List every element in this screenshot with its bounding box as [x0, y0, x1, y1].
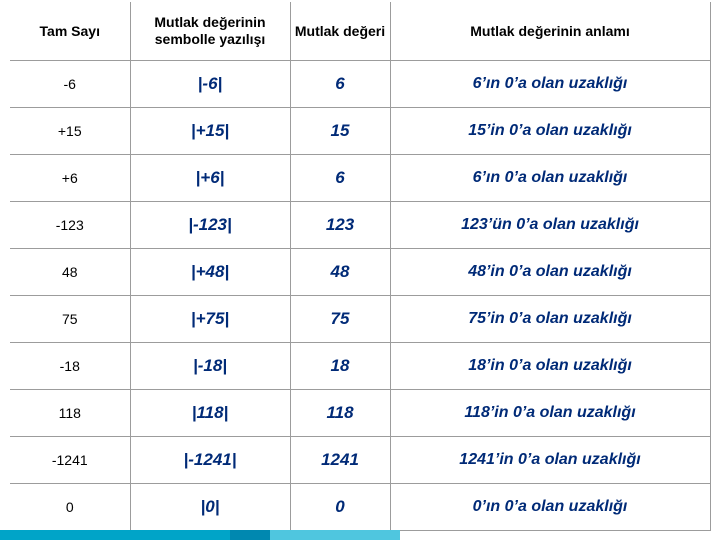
cell-mean: 123’ün 0’a olan uzaklığı — [390, 202, 710, 249]
cell-tam: +6 — [10, 155, 130, 202]
cell-mean: 118’in 0’a olan uzaklığı — [390, 390, 710, 437]
cell-tam: 48 — [10, 249, 130, 296]
cell-mean: 0’ın 0’a olan uzaklığı — [390, 484, 710, 531]
cell-tam: 0 — [10, 484, 130, 531]
cell-sym: |0| — [130, 484, 290, 531]
cell-sym: |-18| — [130, 343, 290, 390]
cell-mean: 48’in 0’a olan uzaklığı — [390, 249, 710, 296]
cell-sym: |+15| — [130, 108, 290, 155]
cell-abs: 123 — [290, 202, 390, 249]
table-row: 75 |+75| 75 75’in 0’a olan uzaklığı — [10, 296, 710, 343]
cell-abs: 6 — [290, 155, 390, 202]
cell-mean: 6’ın 0’a olan uzaklığı — [390, 155, 710, 202]
table-header-row: Tam Sayı Mutlak değerinin sembolle yazıl… — [10, 2, 710, 61]
cell-mean: 75’in 0’a olan uzaklığı — [390, 296, 710, 343]
cell-tam: -1241 — [10, 437, 130, 484]
table-row: -1241 |-1241| 1241 1241’in 0’a olan uzak… — [10, 437, 710, 484]
cell-sym: |+48| — [130, 249, 290, 296]
table-row: 0 |0| 0 0’ın 0’a olan uzaklığı — [10, 484, 710, 531]
table-row: -6 |-6| 6 6’ın 0’a olan uzaklığı — [10, 61, 710, 108]
page: { "table": { "columns": ["Tam Sayı", "Mu… — [0, 2, 720, 540]
cell-mean: 18’in 0’a olan uzaklığı — [390, 343, 710, 390]
table-row: +6 |+6| 6 6’ın 0’a olan uzaklığı — [10, 155, 710, 202]
col-header-tam-sayi: Tam Sayı — [10, 2, 130, 61]
cell-mean: 1241’in 0’a olan uzaklığı — [390, 437, 710, 484]
cell-abs: 118 — [290, 390, 390, 437]
table-row: -123 |-123| 123 123’ün 0’a olan uzaklığı — [10, 202, 710, 249]
footer-segment-1 — [0, 530, 230, 540]
cell-sym: |+75| — [130, 296, 290, 343]
cell-abs: 48 — [290, 249, 390, 296]
cell-tam: -123 — [10, 202, 130, 249]
cell-sym: |-1241| — [130, 437, 290, 484]
cell-tam: -18 — [10, 343, 130, 390]
cell-abs: 75 — [290, 296, 390, 343]
cell-abs: 18 — [290, 343, 390, 390]
cell-sym: |118| — [130, 390, 290, 437]
cell-abs: 6 — [290, 61, 390, 108]
cell-sym: |-123| — [130, 202, 290, 249]
cell-abs: 0 — [290, 484, 390, 531]
footer-accent — [0, 530, 720, 540]
col-header-anlam: Mutlak değerinin anlamı — [390, 2, 710, 61]
table-row: +15 |+15| 15 15’in 0’a olan uzaklığı — [10, 108, 710, 155]
cell-sym: |+6| — [130, 155, 290, 202]
table-row: -18 |-18| 18 18’in 0’a olan uzaklığı — [10, 343, 710, 390]
col-header-deger: Mutlak değeri — [290, 2, 390, 61]
cell-tam: 75 — [10, 296, 130, 343]
cell-tam: -6 — [10, 61, 130, 108]
table-row: 48 |+48| 48 48’in 0’a olan uzaklığı — [10, 249, 710, 296]
cell-abs: 1241 — [290, 437, 390, 484]
absolute-value-table: Tam Sayı Mutlak değerinin sembolle yazıl… — [10, 2, 711, 531]
footer-segment-2 — [230, 530, 270, 540]
table-row: 118 |118| 118 118’in 0’a olan uzaklığı — [10, 390, 710, 437]
cell-mean: 15’in 0’a olan uzaklığı — [390, 108, 710, 155]
cell-sym: |-6| — [130, 61, 290, 108]
cell-mean: 6’ın 0’a olan uzaklığı — [390, 61, 710, 108]
col-header-sembol: Mutlak değerinin sembolle yazılışı — [130, 2, 290, 61]
footer-segment-3 — [270, 530, 400, 540]
cell-abs: 15 — [290, 108, 390, 155]
cell-tam: 118 — [10, 390, 130, 437]
cell-tam: +15 — [10, 108, 130, 155]
